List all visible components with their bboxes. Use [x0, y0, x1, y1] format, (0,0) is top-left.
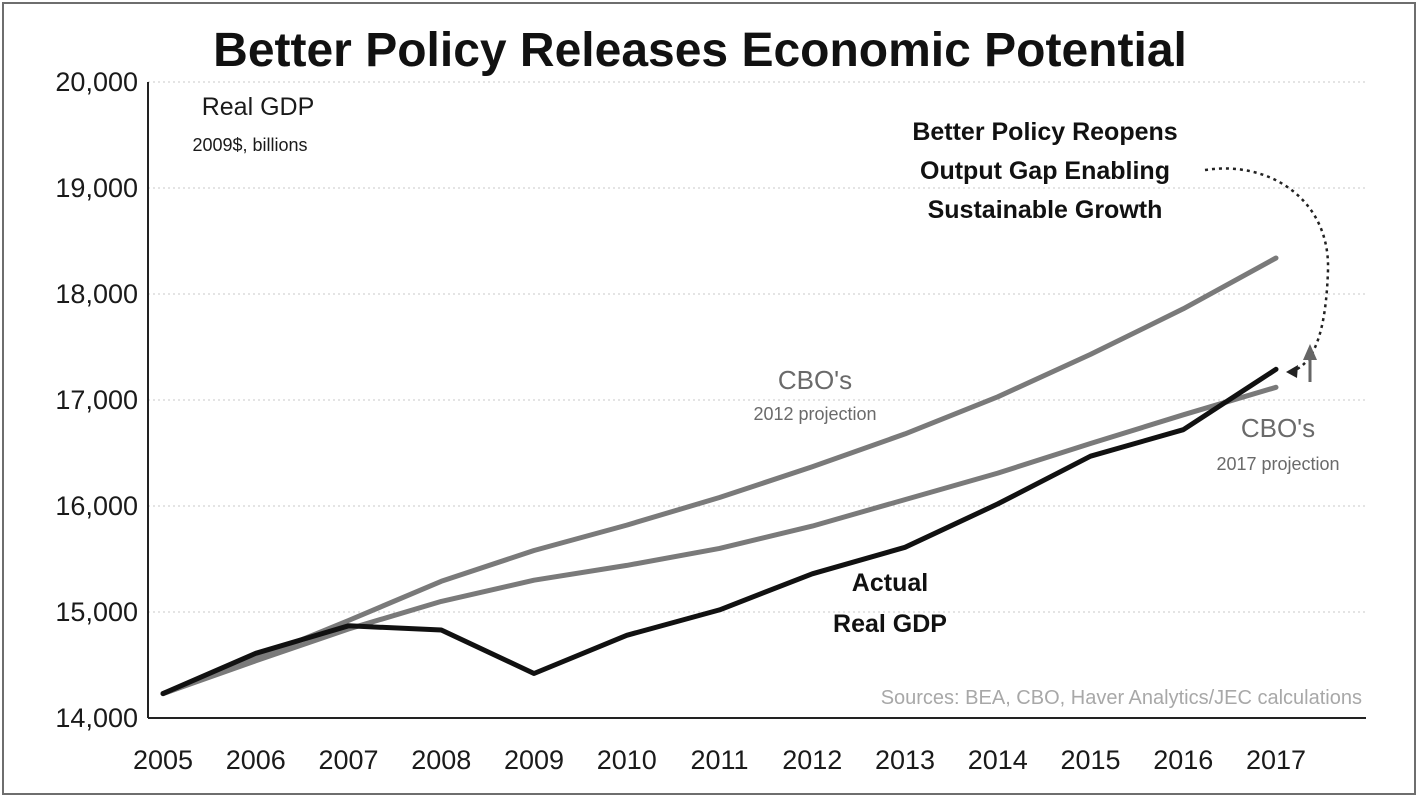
y-tick-label: 15,000 — [55, 597, 138, 627]
y-tick-label: 18,000 — [55, 279, 138, 309]
x-tick-label: 2006 — [226, 745, 286, 775]
x-tick-label: 2012 — [782, 745, 842, 775]
gap-arrow-head — [1303, 344, 1317, 360]
series-lines — [160, 255, 1279, 697]
x-tick-label: 2008 — [411, 745, 471, 775]
unit-sublabel: 2009$, billions — [192, 135, 307, 155]
y-tick-label: 19,000 — [55, 173, 138, 203]
x-tick-label: 2005 — [133, 745, 193, 775]
x-tick-label: 2007 — [318, 745, 378, 775]
actual-label-line1: Actual — [852, 569, 928, 597]
x-tick-label: 2013 — [875, 745, 935, 775]
series-line-cbo-2017 — [160, 384, 1279, 697]
y-tick-label: 17,000 — [55, 385, 138, 415]
gap-annotation-line3: Sustainable Growth — [928, 196, 1163, 224]
y-tick-label: 14,000 — [55, 703, 138, 733]
gap-annotation-line2: Output Gap Enabling — [920, 157, 1170, 185]
unit-label: Real GDP — [202, 93, 315, 121]
x-tick-label: 2014 — [968, 745, 1028, 775]
cbo2017-label-line1: CBO's — [1241, 413, 1315, 443]
series-line-actual-gdp — [160, 366, 1279, 697]
x-tick-labels: 2005 2006 2007 2008 2009 2010 2011 2012 2013 2014… — [133, 745, 1306, 775]
x-tick-label: 2017 — [1246, 745, 1306, 775]
y-tick-label: 16,000 — [55, 491, 138, 521]
sources-note: Sources: BEA, CBO, Haver Analytics/JEC c… — [881, 687, 1362, 709]
actual-label-line2: Real GDP — [833, 610, 947, 638]
cbo2017-label-line2: 2017 projection — [1216, 454, 1339, 474]
x-tick-label: 2016 — [1153, 745, 1213, 775]
gridlines — [148, 81, 1366, 613]
x-tick-label: 2015 — [1060, 745, 1120, 775]
x-tick-label: 2011 — [690, 745, 748, 775]
series-line-cbo-2012 — [160, 255, 1279, 697]
y-tick-labels: 14,000 15,000 16,000 17,000 18,000 19,000 20,0… — [55, 67, 138, 733]
gap-annotation-line1: Better Policy Reopens — [912, 118, 1177, 146]
cbo2012-label-line1: CBO's — [778, 365, 852, 395]
x-tick-label: 2010 — [597, 745, 657, 775]
cbo2012-label-line2: 2012 projection — [753, 404, 876, 424]
chart-title: Better Policy Releases Economic Potentia… — [213, 24, 1187, 77]
y-tick-label: 20,000 — [55, 67, 138, 97]
gap-annotation-connector — [1204, 167, 1330, 374]
connector-arrowhead — [1286, 365, 1298, 378]
x-tick-label: 2009 — [504, 745, 564, 775]
